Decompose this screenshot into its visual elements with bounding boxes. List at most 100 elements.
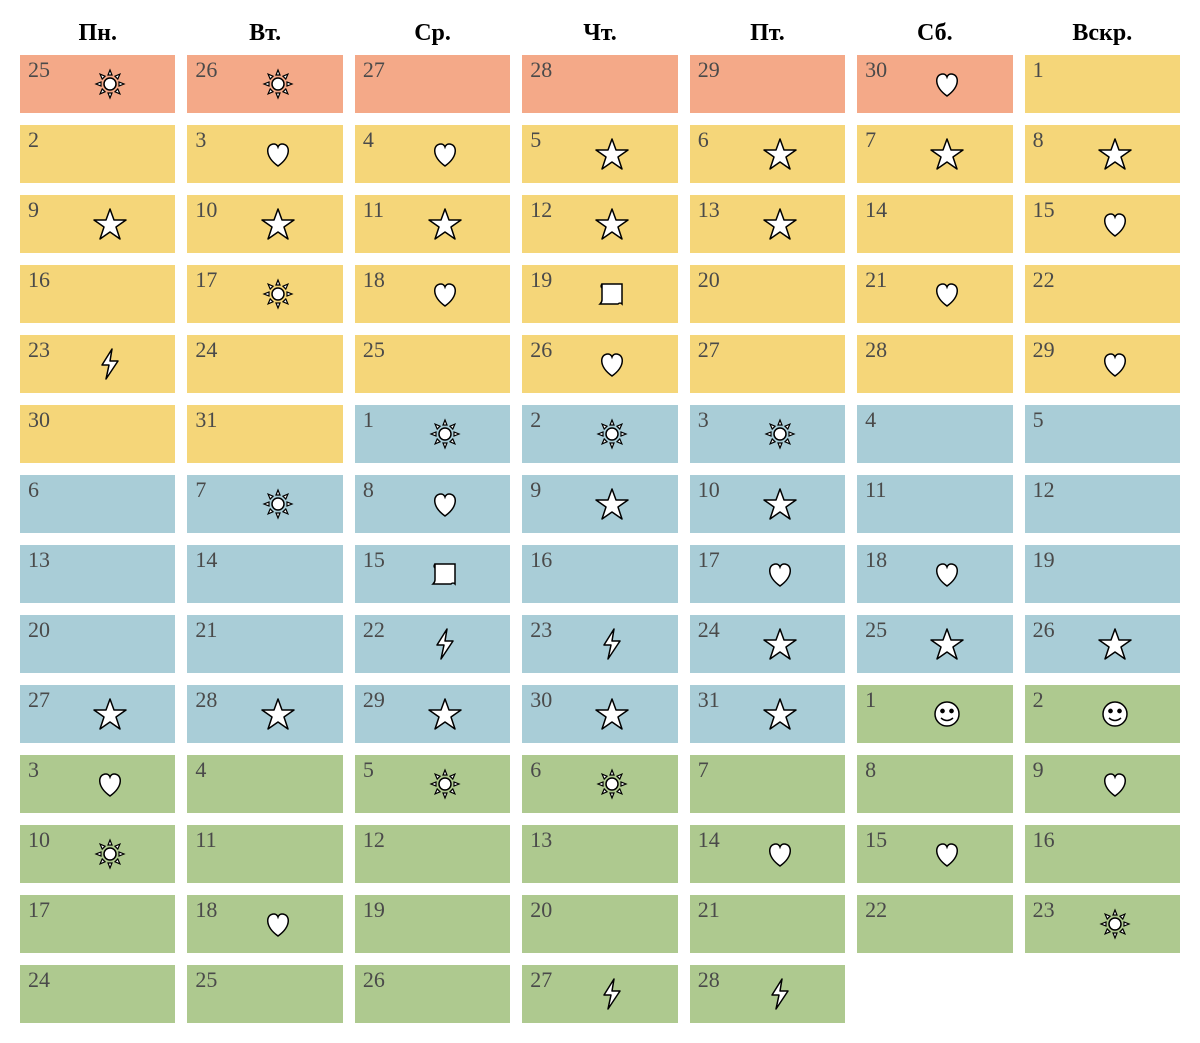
day-cell: 26 [1025,615,1180,673]
heart-icon [1097,206,1133,242]
day-number: 26 [1033,617,1055,643]
day-number: 5 [363,757,374,783]
day-number: 22 [363,617,385,643]
day-cell: 29 [690,55,845,113]
day-cell: 15 [1025,195,1180,253]
day-cell: 4 [355,125,510,183]
day-cell: 17 [690,545,845,603]
day-cell: 3 [187,125,342,183]
scroll-icon [427,556,463,592]
day-number: 22 [865,897,887,923]
day-number: 27 [363,57,385,83]
star-icon [1097,136,1133,172]
sun-icon [594,416,630,452]
day-cell: 4 [857,405,1012,463]
day-cell: 18 [355,265,510,323]
day-cell: 30 [20,405,175,463]
day-cell: 26 [522,335,677,393]
day-number: 15 [363,547,385,573]
day-cell: 25 [355,335,510,393]
day-number: 25 [865,617,887,643]
day-number: 14 [195,547,217,573]
day-cell: 9 [1025,755,1180,813]
weekday-header: Вскр. [1025,20,1180,47]
day-number: 14 [865,197,887,223]
star-icon [260,696,296,732]
day-number: 27 [698,337,720,363]
day-number: 28 [195,687,217,713]
day-cell: 25 [187,965,342,1023]
day-number: 28 [698,967,720,993]
star-icon [762,486,798,522]
day-cell: 31 [187,405,342,463]
day-number: 7 [865,127,876,153]
day-cell: 13 [522,825,677,883]
day-cell: 22 [1025,265,1180,323]
day-number: 1 [363,407,374,433]
day-number: 26 [195,57,217,83]
day-number: 28 [530,57,552,83]
day-number: 2 [1033,687,1044,713]
day-number: 19 [1033,547,1055,573]
day-number: 13 [698,197,720,223]
day-number: 4 [363,127,374,153]
day-cell: 12 [355,825,510,883]
smile-icon [1097,696,1133,732]
day-cell: 8 [1025,125,1180,183]
star-icon [762,136,798,172]
day-number: 10 [698,477,720,503]
day-number: 16 [28,267,50,293]
star-icon [762,206,798,242]
day-cell: 11 [355,195,510,253]
day-number: 7 [195,477,206,503]
day-number: 9 [530,477,541,503]
day-number: 18 [865,547,887,573]
day-cell: 28 [522,55,677,113]
day-cell: 20 [690,265,845,323]
day-number: 18 [195,897,217,923]
day-cell: 8 [857,755,1012,813]
day-number: 18 [363,267,385,293]
day-cell: 16 [522,545,677,603]
star-icon [594,206,630,242]
heart-icon [929,836,965,872]
day-number: 21 [698,897,720,923]
day-number: 25 [28,57,50,83]
day-cell: 27 [355,55,510,113]
day-cell: 5 [522,125,677,183]
star-icon [929,626,965,662]
day-number: 22 [1033,267,1055,293]
heart-icon [92,766,128,802]
day-number: 30 [28,407,50,433]
day-number: 3 [698,407,709,433]
heart-icon [427,486,463,522]
day-number: 23 [530,617,552,643]
day-cell: 11 [187,825,342,883]
day-cell: 13 [690,195,845,253]
day-cell: 21 [857,265,1012,323]
day-number: 24 [28,967,50,993]
day-number: 6 [28,477,39,503]
day-number: 13 [530,827,552,853]
day-cell: 5 [355,755,510,813]
day-cell: 29 [355,685,510,743]
day-number: 16 [530,547,552,573]
day-cell: 14 [690,825,845,883]
day-cell: 3 [690,405,845,463]
day-number: 5 [530,127,541,153]
day-number: 1 [865,687,876,713]
day-cell: 15 [355,545,510,603]
star-icon [929,136,965,172]
day-number: 6 [530,757,541,783]
heart-icon [427,136,463,172]
day-number: 1 [1033,57,1044,83]
day-number: 15 [1033,197,1055,223]
day-number: 11 [195,827,216,853]
day-number: 27 [530,967,552,993]
day-cell: 26 [355,965,510,1023]
sun-icon [594,766,630,802]
bolt-icon [594,626,630,662]
day-cell: 31 [690,685,845,743]
day-number: 8 [363,477,374,503]
star-icon [260,206,296,242]
